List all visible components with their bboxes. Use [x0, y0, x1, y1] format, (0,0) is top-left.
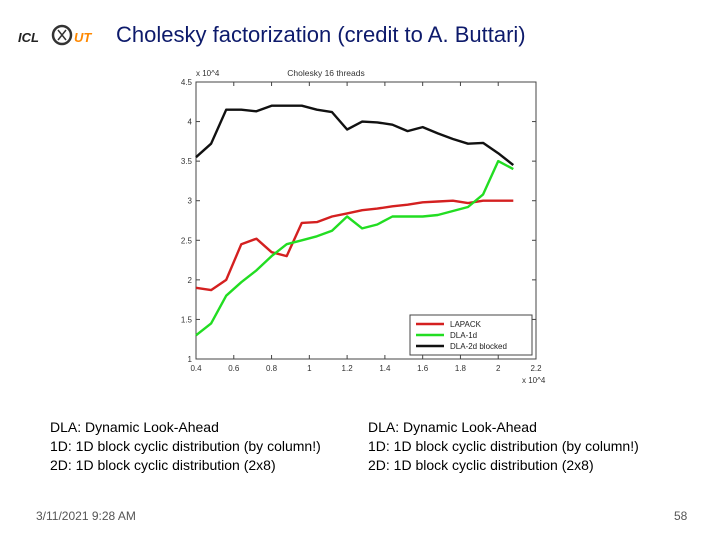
y-tick-label: 2.5	[181, 236, 193, 245]
legend: LAPACK DLA-1d DLA-2d blocked	[409, 314, 533, 356]
cholesky-chart: Cholesky 16 threads x 10^4 x 10^4 1 1.5 2 2…	[168, 64, 588, 386]
x-tick-label: 1.8	[455, 364, 467, 373]
y-tick-label: 4	[188, 118, 193, 127]
icl-ut-logo: ICL UT	[16, 24, 92, 46]
note-line: 2D: 1D block cyclic distribution (2x8)	[368, 457, 594, 473]
series-lines	[195, 104, 515, 337]
x-tick-label: 0.8	[266, 364, 278, 373]
x-axis-exponent: x 10^4	[522, 376, 546, 385]
x-tick-label: 2.2	[530, 364, 542, 373]
x-tick-label: 1	[307, 364, 312, 373]
x-tick-label: 2	[496, 364, 501, 373]
legend-label: LAPACK	[450, 320, 482, 329]
y-tick-label: 3	[188, 197, 193, 206]
note-line: 1D: 1D block cyclic distribution (by col…	[368, 438, 639, 454]
notes-right: DLA: Dynamic Look-Ahead 1D: 1D block cyc…	[368, 418, 639, 475]
note-line: 2D: 1D block cyclic distribution (2x8)	[50, 457, 276, 473]
legend-label: DLA-1d	[450, 331, 477, 340]
notes-left: DLA: Dynamic Look-Ahead 1D: 1D block cyc…	[50, 418, 321, 475]
y-axis-ticks: 1 1.5 2 2.5 3 3.5 4 4.5	[181, 78, 536, 364]
series-line-dla-2d-blocked	[195, 104, 515, 167]
y-tick-label: 1	[188, 355, 193, 364]
y-tick-label: 2	[188, 276, 193, 285]
y-tick-label: 1.5	[181, 315, 193, 324]
svg-text:UT: UT	[74, 30, 92, 45]
y-tick-label: 3.5	[181, 157, 193, 166]
svg-text:ICL: ICL	[18, 30, 39, 45]
note-line: 1D: 1D block cyclic distribution (by col…	[50, 438, 321, 454]
chart-title: Cholesky 16 threads	[287, 68, 365, 78]
x-axis-ticks: 0.4 0.6 0.8 1 1.2 1.4 1.6 1.8 2 2.2	[190, 82, 542, 373]
x-tick-label: 1.2	[342, 364, 354, 373]
slide-title: Cholesky factorization (credit to A. But…	[116, 22, 526, 47]
page-number: 58	[674, 509, 688, 523]
y-tick-label: 4.5	[181, 78, 193, 87]
plot-area	[195, 81, 537, 360]
note-line: DLA: Dynamic Look-Ahead	[50, 419, 219, 435]
series-line-lapack	[195, 199, 514, 292]
x-tick-label: 1.4	[379, 364, 391, 373]
x-tick-label: 1.6	[417, 364, 429, 373]
legend-label: DLA-2d blocked	[450, 342, 507, 351]
note-line: DLA: Dynamic Look-Ahead	[368, 419, 537, 435]
series-line-dla-1d	[195, 159, 514, 337]
x-tick-label: 0.4	[190, 364, 202, 373]
x-tick-label: 0.6	[228, 364, 240, 373]
y-axis-exponent: x 10^4	[196, 69, 220, 78]
slide-date: 3/11/2021 9:28 AM	[36, 509, 136, 523]
